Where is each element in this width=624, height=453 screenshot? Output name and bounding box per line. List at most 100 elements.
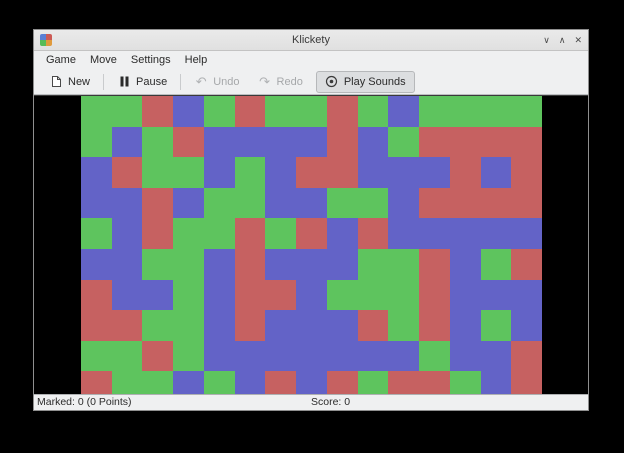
board-cell-r6c12[interactable] — [449, 279, 481, 311]
board-cell-r8c6[interactable] — [265, 340, 297, 372]
board-cell-r3c10[interactable] — [388, 187, 420, 219]
board-cell-r7c6[interactable] — [265, 310, 297, 341]
board-cell-r8c10[interactable] — [388, 340, 420, 372]
board-cell-r1c8[interactable] — [326, 126, 358, 158]
board-cell-r9c14[interactable] — [511, 371, 542, 394]
board-cell-r2c13[interactable] — [480, 157, 512, 188]
board-cell-r7c0[interactable] — [81, 310, 112, 341]
board-cell-r3c5[interactable] — [234, 187, 266, 219]
menu-settings[interactable]: Settings — [130, 54, 171, 66]
board-cell-r6c2[interactable] — [142, 279, 174, 311]
board-cell-r4c14[interactable] — [511, 218, 542, 249]
board-cell-r4c7[interactable] — [296, 218, 327, 249]
board-cell-r9c6[interactable] — [265, 371, 297, 394]
board-cell-r7c5[interactable] — [234, 310, 266, 341]
board-cell-r2c5[interactable] — [234, 157, 266, 188]
board-cell-r4c0[interactable] — [81, 218, 112, 249]
board-cell-r9c0[interactable] — [81, 371, 112, 394]
board-cell-r2c4[interactable] — [203, 157, 235, 188]
board-cell-r5c5[interactable] — [234, 249, 266, 280]
board-cell-r6c6[interactable] — [265, 279, 297, 311]
board-cell-r5c1[interactable] — [111, 249, 143, 280]
board-cell-r2c14[interactable] — [511, 157, 542, 188]
board-cell-r9c4[interactable] — [203, 371, 235, 394]
board-cell-r3c2[interactable] — [142, 187, 174, 219]
board-cell-r3c8[interactable] — [326, 187, 358, 219]
board-cell-r3c12[interactable] — [449, 187, 481, 219]
board-cell-r3c4[interactable] — [203, 187, 235, 219]
board-cell-r4c4[interactable] — [203, 218, 235, 249]
board-cell-r0c8[interactable] — [326, 96, 358, 127]
board-cell-r6c14[interactable] — [511, 279, 542, 311]
board-cell-r1c14[interactable] — [511, 126, 542, 158]
board-cell-r6c13[interactable] — [480, 279, 512, 311]
board-cell-r7c4[interactable] — [203, 310, 235, 341]
board-cell-r5c0[interactable] — [81, 249, 112, 280]
board-cell-r3c11[interactable] — [419, 187, 450, 219]
board-cell-r3c13[interactable] — [480, 187, 512, 219]
board-cell-r5c10[interactable] — [388, 249, 420, 280]
board-cell-r7c3[interactable] — [173, 310, 204, 341]
board-cell-r1c7[interactable] — [296, 126, 327, 158]
board-cell-r2c7[interactable] — [296, 157, 327, 188]
board-cell-r3c6[interactable] — [265, 187, 297, 219]
board-cell-r7c13[interactable] — [480, 310, 512, 341]
board-cell-r1c12[interactable] — [449, 126, 481, 158]
board-cell-r2c9[interactable] — [357, 157, 389, 188]
board-cell-r7c9[interactable] — [357, 310, 389, 341]
board-cell-r5c14[interactable] — [511, 249, 542, 280]
board-cell-r3c14[interactable] — [511, 187, 542, 219]
board-cell-r8c3[interactable] — [173, 340, 204, 372]
board-cell-r7c12[interactable] — [449, 310, 481, 341]
play-sounds-toggle-button[interactable]: Play Sounds — [315, 70, 415, 93]
board-cell-r2c10[interactable] — [388, 157, 420, 188]
board-cell-r5c6[interactable] — [265, 249, 297, 280]
board-cell-r9c11[interactable] — [419, 371, 450, 394]
board-cell-r0c5[interactable] — [234, 96, 266, 127]
board-cell-r7c2[interactable] — [142, 310, 174, 341]
board-cell-r0c1[interactable] — [111, 96, 143, 127]
board-cell-r0c7[interactable] — [296, 96, 327, 127]
board-cell-r0c14[interactable] — [511, 96, 542, 127]
board-cell-r0c3[interactable] — [173, 96, 204, 127]
menu-move[interactable]: Move — [89, 54, 117, 66]
title-bar[interactable]: Klickety ∨ ∧ ✕ — [34, 30, 588, 51]
board-cell-r5c4[interactable] — [203, 249, 235, 280]
menu-help[interactable]: Help — [184, 54, 208, 66]
board-cell-r8c0[interactable] — [81, 340, 112, 372]
board-cell-r9c1[interactable] — [111, 371, 143, 394]
board-cell-r1c6[interactable] — [265, 126, 297, 158]
board-cell-r4c12[interactable] — [449, 218, 481, 249]
board-cell-r0c11[interactable] — [419, 96, 450, 127]
board-cell-r9c2[interactable] — [142, 371, 174, 394]
board-cell-r0c6[interactable] — [265, 96, 297, 127]
board-cell-r6c9[interactable] — [357, 279, 389, 311]
board-cell-r1c1[interactable] — [111, 126, 143, 158]
board-cell-r7c10[interactable] — [388, 310, 420, 341]
board-cell-r1c10[interactable] — [388, 126, 420, 158]
board-cell-r3c9[interactable] — [357, 187, 389, 219]
board-cell-r7c7[interactable] — [296, 310, 327, 341]
board-cell-r5c2[interactable] — [142, 249, 174, 280]
board-cell-r6c11[interactable] — [419, 279, 450, 311]
board-cell-r6c5[interactable] — [234, 279, 266, 311]
board-cell-r7c8[interactable] — [326, 310, 358, 341]
board-cell-r1c11[interactable] — [419, 126, 450, 158]
maximize-icon[interactable]: ∧ — [558, 35, 566, 45]
board-cell-r8c2[interactable] — [142, 340, 174, 372]
board-cell-r2c3[interactable] — [173, 157, 204, 188]
board-cell-r8c8[interactable] — [326, 340, 358, 372]
board-cell-r9c7[interactable] — [296, 371, 327, 394]
board-cell-r0c4[interactable] — [203, 96, 235, 127]
board-cell-r1c13[interactable] — [480, 126, 512, 158]
board-cell-r2c8[interactable] — [326, 157, 358, 188]
board-cell-r0c12[interactable] — [449, 96, 481, 127]
board-cell-r9c10[interactable] — [388, 371, 420, 394]
board-cell-r1c0[interactable] — [81, 126, 112, 158]
close-icon[interactable]: ✕ — [574, 35, 582, 45]
board-cell-r5c9[interactable] — [357, 249, 389, 280]
board-cell-r8c12[interactable] — [449, 340, 481, 372]
board-cell-r9c12[interactable] — [449, 371, 481, 394]
board-cell-r8c5[interactable] — [234, 340, 266, 372]
board-cell-r4c3[interactable] — [173, 218, 204, 249]
